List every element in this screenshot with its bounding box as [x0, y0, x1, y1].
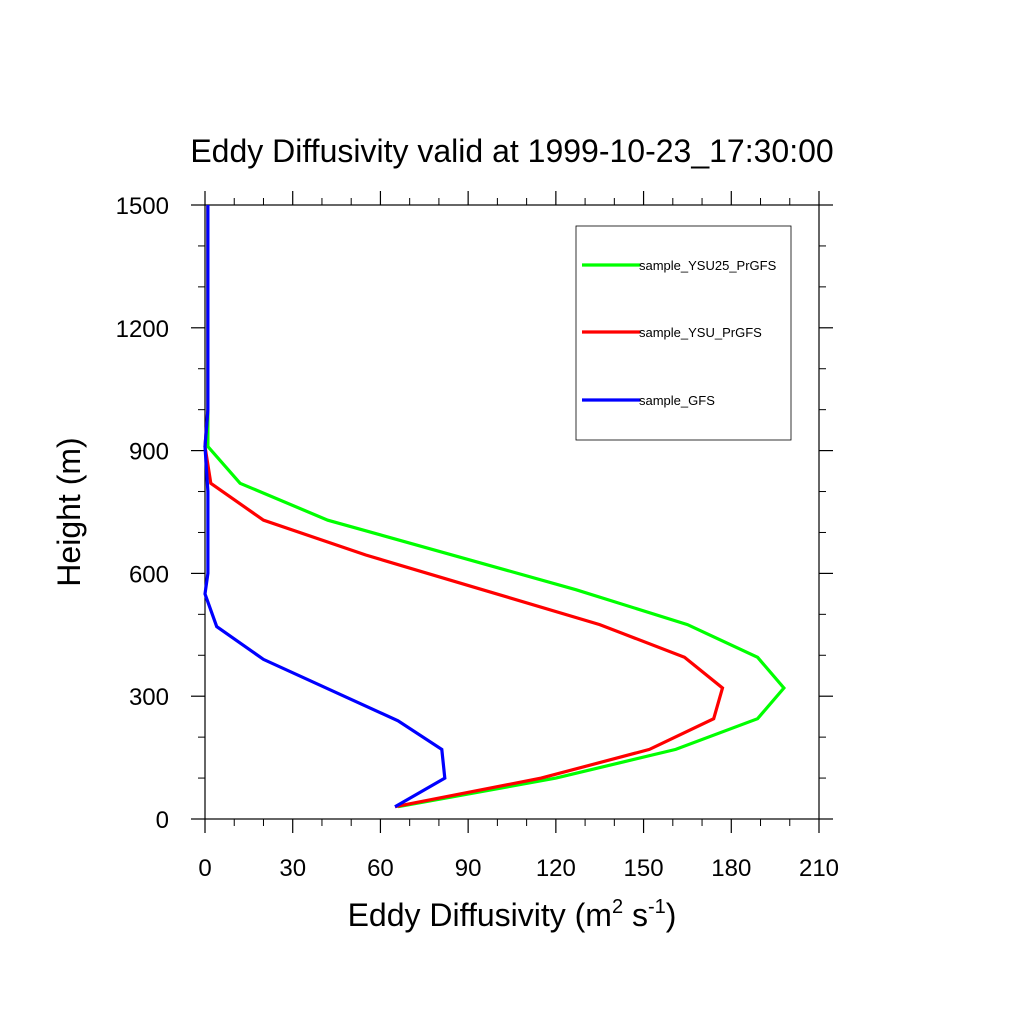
- x-tick-label: 60: [367, 855, 394, 882]
- x-axis-label: Eddy Diffusivity (m2 s-1): [348, 896, 677, 933]
- y-tick-label: 300: [129, 684, 169, 711]
- x-axis-label-end: ): [666, 897, 677, 933]
- x-axis-label-sup2: -1: [648, 896, 666, 918]
- y-tick-label: 1200: [116, 316, 169, 343]
- x-tick-label: 30: [279, 855, 306, 882]
- x-axis-label-sup1: 2: [612, 896, 623, 918]
- x-tick-label: 180: [711, 855, 751, 882]
- x-tick-label: 0: [198, 855, 211, 882]
- legend: sample_YSU25_PrGFS sample_YSU_PrGFSsample…: [576, 226, 791, 440]
- x-tick-label: 150: [624, 855, 664, 882]
- y-tick-label: 900: [129, 439, 169, 466]
- y-tick-label: 600: [129, 561, 169, 588]
- x-axis-label-mid: s: [623, 897, 648, 933]
- x-tick-label: 90: [455, 855, 482, 882]
- x-tick-label: 210: [799, 855, 839, 882]
- chart-title: Eddy Diffusivity valid at 1999-10-23_17:…: [190, 133, 833, 169]
- x-axis-label-main: Eddy Diffusivity (m: [348, 897, 612, 933]
- legend-label: sample_YSU25_PrGFS: [639, 258, 777, 273]
- legend-label: sample_YSU_PrGFS: [639, 325, 762, 340]
- y-tick-label: 1500: [116, 193, 169, 220]
- y-tick-label: 0: [156, 807, 169, 834]
- x-tick-label: 120: [536, 855, 576, 882]
- legend-label: sample_GFS: [639, 393, 715, 408]
- y-axis-label: Height (m): [51, 437, 87, 586]
